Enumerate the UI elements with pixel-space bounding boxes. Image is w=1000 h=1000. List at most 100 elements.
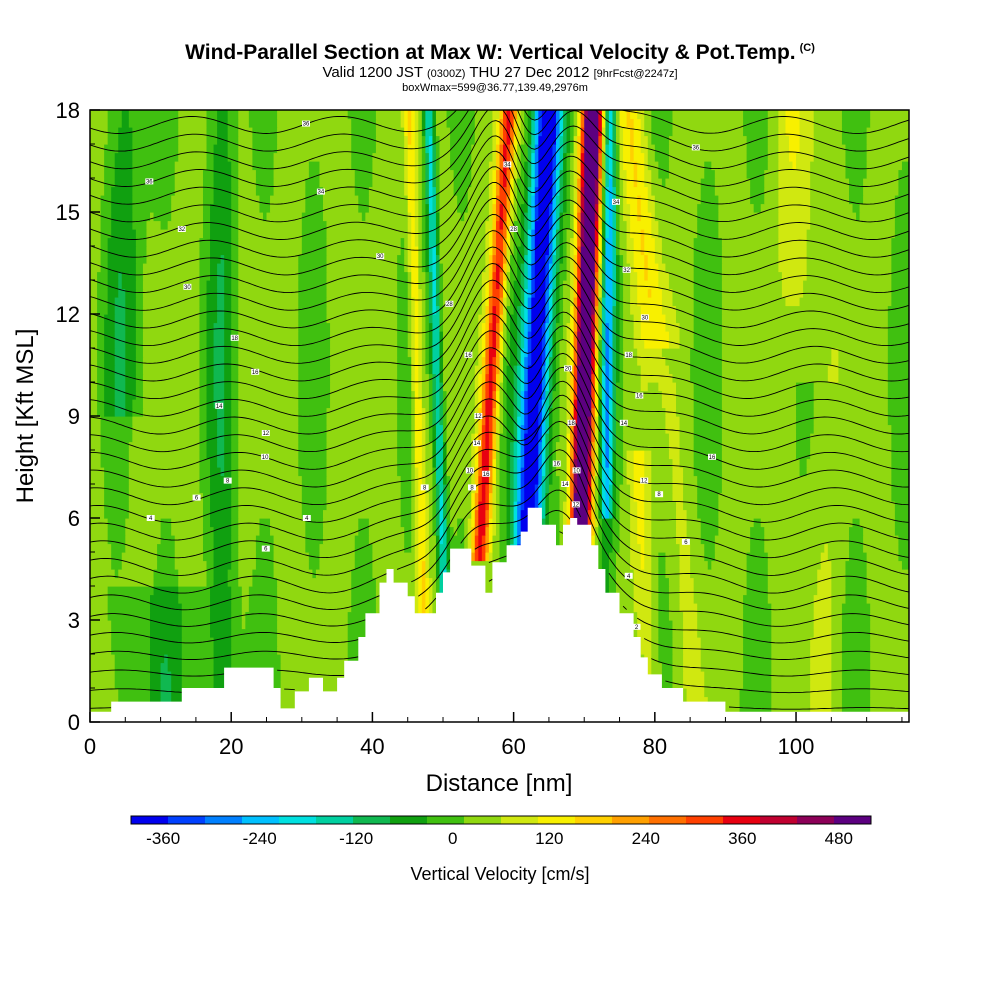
velocity-cell xyxy=(612,373,617,383)
isentrope-label: 8 xyxy=(423,485,427,491)
velocity-cell xyxy=(178,586,211,596)
velocity-cell xyxy=(231,220,239,230)
velocity-cell xyxy=(651,535,677,545)
velocity-cell xyxy=(601,212,607,222)
velocity-cell xyxy=(104,390,116,400)
velocity-cell xyxy=(594,297,599,307)
velocity-cell xyxy=(841,645,871,655)
velocity-cell xyxy=(630,127,635,137)
velocity-cell xyxy=(570,484,575,494)
velocity-cell xyxy=(259,526,271,536)
velocity-cell xyxy=(510,135,515,145)
velocity-cell xyxy=(142,271,201,281)
velocity-cell xyxy=(238,560,257,570)
velocity-cell xyxy=(598,169,603,179)
velocity-cell xyxy=(224,373,232,383)
velocity-cell xyxy=(598,254,603,264)
velocity-cell xyxy=(432,424,437,434)
velocity-cell xyxy=(418,509,426,519)
velocity-cell xyxy=(439,543,448,553)
velocity-cell xyxy=(813,144,847,154)
velocity-cell xyxy=(428,433,434,443)
velocity-cell xyxy=(644,118,652,128)
velocity-cell xyxy=(499,399,504,409)
velocity-cell xyxy=(428,535,437,545)
velocity-cell xyxy=(594,501,599,511)
velocity-cell xyxy=(524,246,529,256)
velocity-cell xyxy=(513,152,518,162)
isentrope-label-bg xyxy=(316,188,325,195)
velocity-cell xyxy=(619,263,624,273)
velocity-cell xyxy=(457,203,469,213)
velocity-cell xyxy=(605,280,614,290)
velocity-cell xyxy=(612,433,617,443)
velocity-cell xyxy=(630,560,642,570)
velocity-cell xyxy=(566,441,571,451)
velocity-cell xyxy=(541,475,546,485)
velocity-cell xyxy=(616,178,621,188)
velocity-cell xyxy=(563,322,568,332)
velocity-cell xyxy=(428,135,434,145)
velocity-cell xyxy=(397,297,409,307)
velocity-cell xyxy=(559,424,568,434)
velocity-cell xyxy=(573,144,578,154)
velocity-cell xyxy=(891,450,909,460)
velocity-cell xyxy=(111,195,133,205)
velocity-cell xyxy=(488,382,494,392)
velocity-cell xyxy=(178,110,208,120)
velocity-cell xyxy=(443,441,448,451)
velocity-cell xyxy=(563,169,568,179)
isentrope-label-bg xyxy=(177,226,186,232)
velocity-cell xyxy=(414,441,423,451)
velocity-cell xyxy=(238,152,253,162)
velocity-cell xyxy=(633,127,642,137)
velocity-cell xyxy=(605,450,610,460)
velocity-cell xyxy=(217,433,225,443)
velocity-cell xyxy=(563,135,568,145)
velocity-cell xyxy=(552,161,557,171)
velocity-cell xyxy=(552,450,557,460)
velocity-cell xyxy=(566,254,571,264)
velocity-cell xyxy=(238,467,299,477)
velocity-cell xyxy=(538,441,543,451)
velocity-cell xyxy=(870,637,909,647)
velocity-cell xyxy=(432,161,437,171)
isentrope-label-bg xyxy=(567,419,576,426)
velocity-cell xyxy=(499,492,508,502)
velocity-cell xyxy=(580,135,585,145)
velocity-cell xyxy=(552,348,557,358)
velocity-cell xyxy=(135,280,144,290)
velocity-cell xyxy=(661,297,674,307)
velocity-cell xyxy=(485,552,490,562)
velocity-cell xyxy=(488,322,494,332)
velocity-cell xyxy=(407,135,412,145)
velocity-cell xyxy=(580,288,592,298)
velocity-cell xyxy=(248,118,278,128)
velocity-cell xyxy=(545,331,550,341)
velocity-cell xyxy=(499,288,504,298)
velocity-cell xyxy=(623,144,631,154)
velocity-cell xyxy=(181,654,215,664)
velocity-cell xyxy=(90,169,105,179)
velocity-cell xyxy=(478,509,486,519)
velocity-cell xyxy=(481,407,486,417)
velocity-cell xyxy=(273,560,310,570)
velocity-cell xyxy=(517,314,522,324)
velocity-cell xyxy=(559,195,564,205)
velocity-cell xyxy=(771,620,815,630)
velocity-cell xyxy=(841,135,868,145)
velocity-cell xyxy=(870,654,909,664)
velocity-cell xyxy=(827,552,850,562)
velocity-cell xyxy=(432,322,441,332)
velocity-cell xyxy=(559,288,564,298)
velocity-cell xyxy=(397,331,409,341)
velocity-cell xyxy=(485,305,490,315)
velocity-cell xyxy=(471,492,476,502)
velocity-cell xyxy=(397,416,412,426)
velocity-cell xyxy=(499,339,504,349)
forecast-info: [9hrFcst@2247z] xyxy=(593,68,678,80)
velocity-cell xyxy=(492,169,497,179)
velocity-cell xyxy=(224,365,232,375)
velocity-cell xyxy=(418,263,423,273)
velocity-cell xyxy=(485,382,490,392)
